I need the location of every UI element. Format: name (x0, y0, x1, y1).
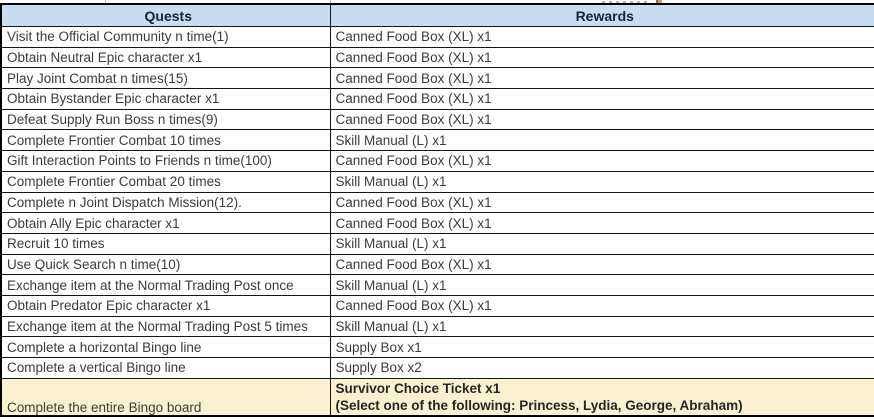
row-above-remnant (0, 0, 874, 3)
reward-cell: Canned Food Box (XL) x1 (329, 88, 874, 110)
quest-cell: Use Quick Search n time(10) (0, 253, 331, 276)
quest-cell: Obtain Ally Epic character x1 (0, 212, 331, 234)
reward-cell: Supply Box x2 (329, 357, 874, 379)
quest-cell: Obtain Neutral Epic character x1 (0, 46, 331, 69)
quest-cell: Complete a horizontal Bingo line (0, 336, 331, 358)
table-row: Gift Interaction Points to Friends n tim… (0, 150, 874, 172)
final-highlighted-row: Complete the entire Bingo board Survivor … (0, 377, 874, 417)
reward-line-1: Survivor Choice Ticket x1 (335, 380, 501, 396)
reward-cell: Canned Food Box (XL) x1 (329, 67, 874, 90)
quest-cell: Complete Frontier Combat 10 times (0, 129, 331, 152)
table-row: Exchange item at the Normal Trading Post… (0, 274, 874, 296)
table-row: Obtain Bystander Epic character x1 Canned… (0, 88, 874, 110)
gridline-fragment (105, 0, 106, 3)
quests-column-header: Quests (0, 3, 331, 27)
reward-cell: Skill Manual (L) x1 (329, 129, 874, 152)
quest-cell: Complete n Joint Dispatch Mission(12). (0, 191, 331, 214)
table-row: Obtain Neutral Epic character x1 Canned F… (0, 46, 874, 69)
table-row: Complete n Joint Dispatch Mission(12). Ca… (0, 191, 874, 214)
quest-cell: Obtain Bystander Epic character x1 (0, 88, 331, 110)
reward-cell: Canned Food Box (XL) x1 (329, 46, 874, 69)
quest-cell: Defeat Supply Run Boss n times(9) (0, 108, 331, 131)
quest-cell: Recruit 10 times (0, 232, 331, 255)
table-row: Obtain Predator Epic character x1 Canned … (0, 294, 874, 317)
reward-cell: Skill Manual (L) x1 (329, 232, 874, 255)
reward-cell: Skill Manual (L) x1 (329, 315, 874, 338)
table-row: Complete Frontier Combat 20 times Skill M… (0, 170, 874, 193)
table-row: Complete a vertical Bingo line Supply Box… (0, 357, 874, 379)
reward-cell: Skill Manual (L) x1 (329, 274, 874, 296)
table-row: Exchange item at the Normal Trading Post… (0, 315, 874, 338)
reward-line-2: (Select one of the following: Princess, … (335, 397, 743, 413)
quests-rewards-table: Quests Rewards Visit the Official Commun… (0, 3, 874, 417)
quest-cell: Exchange item at the Normal Trading Post… (0, 274, 331, 296)
quest-cell: Complete Frontier Combat 20 times (0, 170, 331, 193)
table-row: Complete a horizontal Bingo line Supply B… (0, 336, 874, 358)
rewards-column-header: Rewards (329, 3, 874, 27)
reward-cell: Supply Box x1 (329, 336, 874, 358)
quest-cell: Complete a vertical Bingo line (0, 357, 331, 379)
header-row: Quests Rewards (0, 3, 874, 27)
reward-cell: Canned Food Box (XL) x1 (329, 191, 874, 214)
gridline-fragment (330, 0, 331, 3)
reward-cell: Canned Food Box (XL) x1 (329, 108, 874, 131)
quest-cell: Visit the Official Community n time(1) (0, 26, 331, 48)
reward-cell: Survivor Choice Ticket x1 (Select one of … (329, 377, 874, 417)
reward-cell: Canned Food Box (XL) x1 (329, 26, 874, 48)
quest-cell: Gift Interaction Points to Friends n tim… (0, 150, 331, 172)
reward-cell: Canned Food Box (XL) x1 (329, 212, 874, 234)
cropped-text-artifact (602, 1, 648, 3)
table-row: Visit the Official Community n time(1) Ca… (0, 26, 874, 48)
reward-cell: Canned Food Box (XL) x1 (329, 294, 874, 317)
quest-cell: Obtain Predator Epic character x1 (0, 294, 331, 317)
quest-cell: Play Joint Combat n times(15) (0, 67, 331, 90)
quest-cell: Complete the entire Bingo board (0, 377, 331, 417)
quest-cell: Exchange item at the Normal Trading Post… (0, 315, 331, 338)
table-row: Obtain Ally Epic character x1 Canned Food… (0, 212, 874, 234)
table-row: Defeat Supply Run Boss n times(9) Canned … (0, 108, 874, 131)
table-row: Complete Frontier Combat 10 times Skill M… (0, 129, 874, 152)
reward-cell: Canned Food Box (XL) x1 (329, 150, 874, 172)
table-row: Play Joint Combat n times(15) Canned Food… (0, 67, 874, 90)
reward-cell: Canned Food Box (XL) x1 (329, 253, 874, 276)
reward-cell: Skill Manual (L) x1 (329, 170, 874, 193)
table-row: Use Quick Search n time(10) Canned Food B… (0, 253, 874, 276)
table-row: Recruit 10 times Skill Manual (L) x1 (0, 232, 874, 255)
cropped-pixel-artifact (656, 0, 662, 3)
